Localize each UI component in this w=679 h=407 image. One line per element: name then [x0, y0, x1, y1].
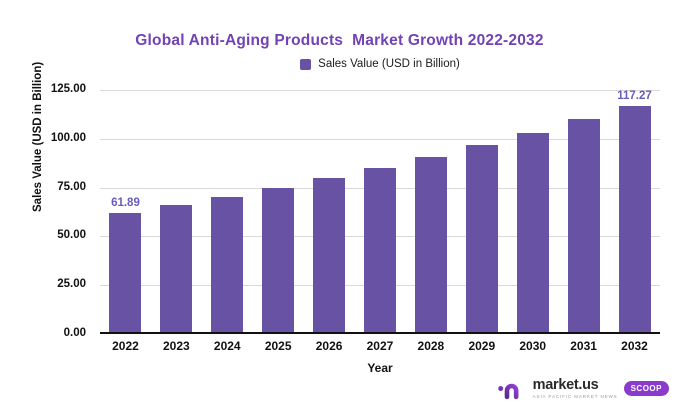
y-tick-label: 75.00 [57, 180, 86, 193]
market-us-logo-icon [497, 378, 525, 400]
bar-2026 [313, 178, 346, 334]
bar-slot [558, 90, 609, 334]
x-tick-label: 2027 [366, 339, 394, 353]
x-tick-label: 2023 [163, 339, 190, 353]
bar-2031 [567, 119, 600, 334]
legend-label: Sales Value (USD in Billion) [318, 58, 460, 70]
x-tick-label: 2030 [519, 339, 547, 353]
gridline [100, 90, 660, 91]
bar-2029 [465, 145, 498, 334]
bar-2025 [262, 187, 295, 334]
bar-slot [507, 90, 558, 334]
x-axis-title: Year [367, 361, 393, 375]
x-tick-label: 2022 [112, 339, 139, 353]
bar-2023 [160, 205, 193, 334]
gridline [100, 138, 660, 140]
x-tick-label: 2025 [264, 339, 292, 353]
bar-2027 [363, 167, 396, 334]
bar-2024 [211, 196, 244, 334]
plot-area: 61.89 117.27 [100, 90, 660, 334]
x-tick-label: 2024 [213, 339, 241, 353]
brand-text-block: market.us ASIA PACIFIC MARKET NEWS [533, 378, 618, 399]
bar-slot [253, 90, 304, 334]
y-axis-tick-labels: 0.00 25.00 50.00 75.00 100.00 125.00 [0, 83, 86, 339]
y-tick-label: 0.00 [63, 327, 86, 339]
x-tick-label: 2031 [570, 339, 597, 353]
brand-tagline: ASIA PACIFIC MARKET NEWS [532, 393, 618, 399]
bar-2032 [618, 106, 651, 334]
bar-slot [456, 90, 507, 334]
y-tick-label: 125.00 [50, 83, 86, 95]
brand-name: market.us [532, 377, 599, 393]
x-axis-tick-labels: 2022 2023 2024 2025 2026 2027 2028 2029 2030 2031… [100, 339, 660, 353]
bar-2030 [516, 132, 549, 334]
bar-2022 [109, 213, 142, 334]
y-tick-label: 25.00 [57, 278, 86, 291]
bar-slot [355, 90, 406, 334]
legend-swatch [300, 58, 312, 70]
x-tick-label: 2032 [621, 339, 648, 353]
bar-slot [304, 90, 355, 334]
x-axis-line [100, 332, 660, 334]
bar-slot [405, 90, 456, 334]
bar-slot: 117.27 [609, 90, 660, 334]
bar-value-label: 61.89 [111, 197, 140, 210]
bar-slot [151, 90, 202, 334]
brand-watermark: market.us ASIA PACIFIC MARKET NEWS SCOOP [497, 375, 669, 402]
y-tick-label: 50.00 [57, 229, 86, 242]
chart-title: Global Anti-Aging Products Market Growth… [135, 32, 544, 49]
bar-2028 [414, 156, 447, 334]
bar-value-label: 117.27 [617, 90, 652, 102]
brand-badge: SCOOP [623, 381, 669, 396]
y-tick-label: 100.00 [50, 131, 86, 144]
x-tick-label: 2028 [417, 339, 445, 353]
bar-slot [202, 90, 253, 334]
bar-series: 61.89 117.27 [100, 90, 660, 334]
x-tick-label: 2029 [468, 339, 496, 353]
x-tick-label: 2026 [315, 339, 343, 353]
bar-slot: 61.89 [100, 90, 151, 334]
legend: Sales Value (USD in Billion) [100, 56, 660, 72]
